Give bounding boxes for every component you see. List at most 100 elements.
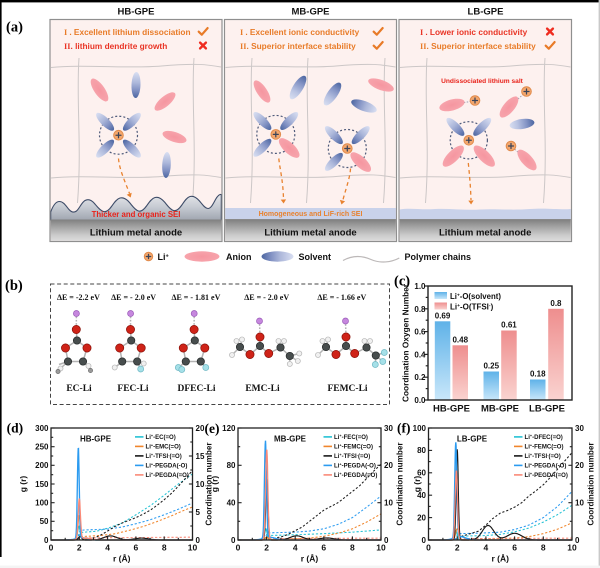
svg-text:0.0: 0.0 [414,396,426,405]
svg-text:0: 0 [236,543,241,553]
svg-text:10: 10 [188,543,198,553]
svg-text:II. lithium dendrite growth: II. lithium dendrite growth [64,41,167,51]
svg-text:0: 0 [575,536,580,545]
svg-text:Li+-EC(=O): Li+-EC(=O) [146,434,176,441]
svg-text:HB-GPE: HB-GPE [80,435,112,444]
svg-text:20: 20 [196,424,205,433]
svg-text:6: 6 [321,543,326,553]
svg-text:EMC-Li: EMC-Li [245,384,280,394]
svg-text:Li+-PEGDA(=O): Li+-PEGDA(=O) [525,472,568,479]
svg-text:Polymer chains: Polymer chains [405,252,472,262]
svg-text:80: 80 [417,446,426,455]
svg-text:Li+-DFEC(=O): Li+-DFEC(=O) [525,434,563,441]
svg-text:0.69: 0.69 [435,311,451,320]
svg-text:(d): (d) [7,421,24,436]
svg-text:0: 0 [49,543,54,553]
svg-text:MB-GPE: MB-GPE [481,404,519,415]
svg-text:0: 0 [44,536,49,545]
svg-text:10: 10 [196,480,205,489]
svg-text:Anion: Anion [226,252,252,262]
svg-text:ΔE = - 1.81 eV: ΔE = - 1.81 eV [171,293,220,302]
svg-text:2: 2 [455,543,460,553]
svg-text:(e): (e) [205,421,220,436]
svg-text:Li+-O(TFSI-): Li+-O(TFSI-) [450,302,494,311]
svg-text:I . Excellent lithium dissocia: I . Excellent lithium dissociation [64,27,191,37]
svg-text:100: 100 [35,498,49,507]
svg-text:10: 10 [567,543,577,553]
svg-text:Coordination number: Coordination number [396,442,405,526]
svg-text:10: 10 [575,498,584,507]
svg-text:I . Excellent ionic conductivi: I . Excellent ionic conductivity [240,27,360,37]
svg-text:(b): (b) [5,278,23,294]
svg-text:EC-Li: EC-Li [66,384,92,394]
svg-text:5: 5 [196,508,201,517]
svg-text:MB-GPE: MB-GPE [274,435,307,444]
svg-text:r (Å): r (Å) [492,554,510,564]
svg-text:r (Å): r (Å) [113,554,131,564]
svg-text:ΔE = - 1.66 eV: ΔE = - 1.66 eV [317,293,366,302]
svg-text:ΔE = - 2.0 eV: ΔE = - 2.0 eV [244,293,289,302]
svg-text:10: 10 [384,498,393,507]
svg-text:LB-GPE: LB-GPE [457,435,488,444]
svg-text:Li+-TFSI-(=O): Li+-TFSI-(=O) [334,453,370,460]
svg-text:Coordination Oxygen Number: Coordination Oxygen Number [401,283,411,402]
svg-text:30: 30 [384,424,393,433]
svg-text:0.4: 0.4 [414,350,426,359]
svg-text:r (Å): r (Å) [301,554,319,564]
svg-text:0: 0 [426,543,431,553]
svg-text:Li+-PEGDA(=O): Li+-PEGDA(=O) [334,472,377,479]
svg-text:ΔE = - 2.0 eV: ΔE = - 2.0 eV [111,293,156,302]
svg-text:8: 8 [541,543,546,553]
svg-text:8: 8 [162,543,167,553]
svg-text:80: 80 [227,461,236,470]
svg-text:60: 60 [417,469,426,478]
svg-text:20: 20 [417,513,426,522]
svg-text:Thicker and organic SEI: Thicker and organic SEI [92,210,181,219]
svg-text:Li+-PEGDA(-O): Li+-PEGDA(-O) [334,463,376,470]
svg-text:20: 20 [575,461,584,470]
svg-text:Homogeneous and LiF-rich SEI: Homogeneous and LiF-rich SEI [259,211,363,218]
svg-text:Li+-PEGDA(-O): Li+-PEGDA(-O) [525,463,567,470]
svg-text:Li+-PEGDA(-O): Li+-PEGDA(-O) [146,463,188,470]
svg-text:Coordination number: Coordination number [587,442,596,526]
svg-text:g (r): g (r) [210,476,220,493]
svg-text:6: 6 [134,543,139,553]
svg-text:0.8: 0.8 [550,299,562,308]
svg-text:0: 0 [231,536,236,545]
svg-text:FEMC-Li: FEMC-Li [327,384,367,394]
svg-text:Lithium metal anode: Lithium metal anode [90,228,182,239]
svg-text:I . Lower ionic conductivity: I . Lower ionic conductivity [420,27,528,37]
svg-text:Li+-PEGDA(=O): Li+-PEGDA(=O) [146,472,189,479]
svg-text:Undissociated lithium salt: Undissociated lithium salt [441,78,524,85]
svg-text:FEC-Li: FEC-Li [117,384,149,394]
svg-text:Li+-TFSI-(=O): Li+-TFSI-(=O) [146,453,182,460]
svg-text:Li+-O(solvent): Li+-O(solvent) [450,292,501,301]
svg-text:Coordination number: Coordination number [205,442,214,526]
svg-text:g (r): g (r) [18,476,28,493]
svg-text:Li+-TFSI-(=O): Li+-TFSI-(=O) [525,453,561,460]
svg-text:6: 6 [512,543,517,553]
svg-text:Li+-FEMC(=O): Li+-FEMC(=O) [334,444,373,451]
svg-text:HB-GPE: HB-GPE [433,404,470,415]
svg-text:0.18: 0.18 [530,369,546,378]
svg-text:8: 8 [350,543,355,553]
svg-text:0.48: 0.48 [452,335,468,344]
svg-text:Li+-FEMC(=O): Li+-FEMC(=O) [525,444,564,451]
svg-text:II. Superior interface stabili: II. Superior interface stability [240,41,356,51]
svg-text:Li+-FEC(=O): Li+-FEC(=O) [334,434,368,441]
svg-text:0: 0 [422,536,427,545]
svg-text:120: 120 [222,424,236,433]
svg-text:150: 150 [35,480,49,489]
svg-text:MB-GPE: MB-GPE [292,7,330,18]
svg-text:0.61: 0.61 [501,320,517,329]
svg-text:40: 40 [227,498,236,507]
svg-text:250: 250 [35,442,49,451]
svg-text:Li+: Li+ [158,252,170,262]
svg-text:40: 40 [417,491,426,500]
svg-text:0.6: 0.6 [414,328,426,337]
svg-text:4: 4 [105,543,110,553]
svg-text:200: 200 [35,461,49,470]
svg-text:0.2: 0.2 [414,373,426,382]
svg-text:g (r): g (r) [412,476,422,493]
svg-text:LB-GPE: LB-GPE [529,404,565,415]
